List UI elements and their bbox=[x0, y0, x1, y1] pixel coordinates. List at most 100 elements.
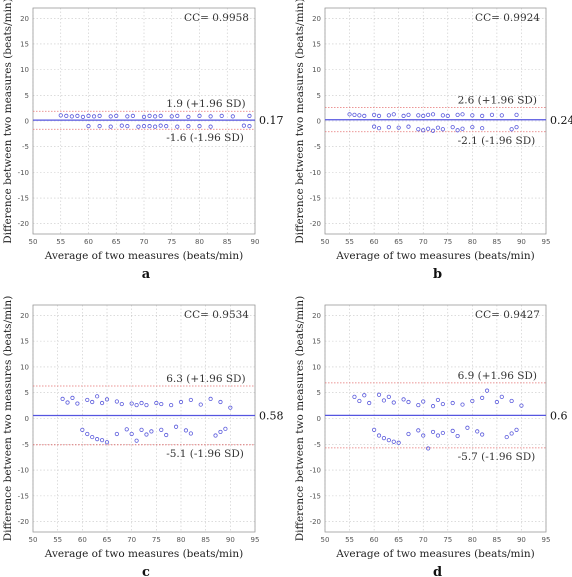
data-point bbox=[440, 113, 445, 118]
data-point bbox=[499, 394, 504, 399]
data-point bbox=[352, 394, 357, 399]
data-point bbox=[147, 124, 152, 129]
y-tick-label: -20 bbox=[18, 518, 29, 526]
x-tick-label: 60 bbox=[370, 238, 379, 246]
data-point bbox=[178, 399, 184, 405]
data-point bbox=[119, 401, 124, 407]
data-point bbox=[396, 125, 401, 130]
y-tick-label: -20 bbox=[310, 220, 321, 228]
y-tick-label: 15 bbox=[20, 338, 29, 346]
data-point bbox=[357, 398, 362, 404]
x-tick-label: 60 bbox=[370, 536, 379, 544]
data-point bbox=[465, 425, 470, 430]
y-tick-label: -15 bbox=[18, 492, 29, 500]
panel-a: -20 -15 -10 -5 0 5 10 15 20 50 55 60 65 70 75 80 85 90 1.9… bbox=[2, 0, 284, 282]
y-tick-label: 20 bbox=[20, 312, 29, 320]
data-point bbox=[514, 427, 519, 432]
y-tick-label: -10 bbox=[310, 169, 321, 177]
data-point bbox=[139, 400, 144, 406]
y-tick-label: -10 bbox=[310, 467, 321, 475]
data-point bbox=[455, 112, 460, 117]
y-axis-label: Difference between two measures (beats/m… bbox=[294, 0, 306, 244]
data-point bbox=[186, 124, 191, 129]
data-point bbox=[450, 125, 455, 130]
y-tick-label: 5 bbox=[317, 389, 321, 397]
data-point bbox=[58, 113, 63, 118]
data-point bbox=[86, 124, 91, 129]
data-point bbox=[198, 402, 203, 407]
y-tick-label: -20 bbox=[310, 518, 321, 526]
data-point bbox=[494, 399, 499, 405]
x-axis-label: Average of two measures (beats/min) bbox=[44, 548, 243, 560]
data-point bbox=[372, 427, 377, 432]
data-point bbox=[504, 434, 509, 440]
data-point bbox=[480, 395, 485, 400]
x-tick-label: 70 bbox=[127, 536, 136, 544]
lower-limit-label: -2.1 (-1.96 SD) bbox=[458, 135, 536, 147]
y-tick-label: 10 bbox=[312, 363, 321, 371]
y-tick-label: 20 bbox=[312, 15, 321, 23]
data-point bbox=[509, 431, 514, 436]
data-point bbox=[219, 113, 224, 118]
data-point bbox=[175, 113, 180, 118]
data-point bbox=[86, 113, 91, 118]
data-point bbox=[80, 114, 86, 119]
data-point bbox=[97, 113, 102, 118]
data-point bbox=[99, 400, 105, 406]
data-point bbox=[406, 431, 411, 437]
data-point bbox=[386, 125, 391, 130]
x-tick-label: 50 bbox=[321, 536, 330, 544]
data-point bbox=[218, 429, 223, 435]
data-point bbox=[430, 429, 436, 435]
data-point bbox=[440, 127, 445, 132]
data-point bbox=[416, 113, 421, 118]
x-tick-label: 55 bbox=[345, 536, 354, 544]
data-point bbox=[376, 113, 382, 118]
mean-difference-label: 0.24 bbox=[550, 114, 572, 127]
data-point bbox=[141, 114, 147, 119]
panel-letter: d bbox=[433, 565, 442, 577]
data-point bbox=[514, 125, 519, 130]
x-tick-label: 85 bbox=[201, 536, 210, 544]
x-axis-label: Average of two measures (beats/min) bbox=[335, 548, 534, 560]
data-point bbox=[164, 432, 169, 438]
y-tick-label: 0 bbox=[317, 118, 321, 126]
upper-limit-label: 6.3 (+1.96 SD) bbox=[166, 373, 245, 385]
x-tick-label: 80 bbox=[195, 238, 204, 246]
y-tick-label: -5 bbox=[314, 143, 321, 151]
data-point bbox=[114, 113, 119, 118]
data-point bbox=[480, 113, 485, 118]
data-point bbox=[228, 405, 233, 410]
data-point bbox=[104, 397, 110, 402]
y-tick-label: 0 bbox=[25, 415, 29, 423]
data-point bbox=[186, 114, 191, 119]
x-tick-label: 85 bbox=[223, 238, 232, 246]
data-point bbox=[406, 124, 411, 129]
data-point bbox=[90, 399, 95, 405]
data-point bbox=[124, 427, 129, 432]
data-point bbox=[426, 112, 431, 117]
data-point bbox=[183, 428, 189, 433]
data-point bbox=[421, 399, 426, 404]
data-point bbox=[64, 113, 69, 118]
data-point bbox=[197, 124, 202, 129]
x-tick-label: 90 bbox=[251, 238, 260, 246]
data-point bbox=[95, 437, 100, 442]
data-point bbox=[154, 400, 159, 406]
x-tick-label: 70 bbox=[140, 238, 149, 246]
data-point bbox=[139, 427, 144, 432]
y-tick-label: 10 bbox=[312, 66, 321, 74]
data-point bbox=[386, 394, 391, 399]
data-point bbox=[213, 433, 218, 438]
data-point bbox=[484, 388, 490, 393]
plot-frame bbox=[32, 7, 256, 235]
data-point bbox=[69, 114, 74, 119]
data-point bbox=[475, 429, 480, 434]
data-point bbox=[159, 401, 164, 407]
lower-limit-label: -1.6 (-1.96 SD) bbox=[166, 132, 244, 144]
data-point bbox=[391, 112, 396, 117]
data-point bbox=[376, 433, 382, 438]
data-point bbox=[401, 397, 406, 402]
x-tick-label: 75 bbox=[167, 238, 176, 246]
